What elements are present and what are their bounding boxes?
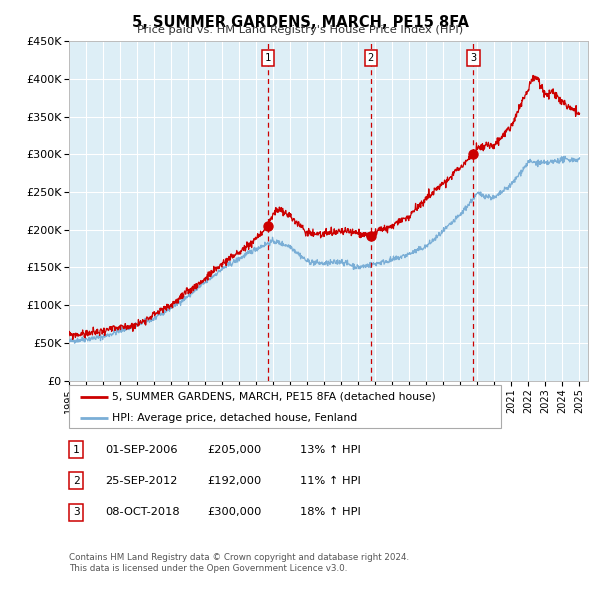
Text: 1: 1	[73, 445, 80, 454]
Text: 5, SUMMER GARDENS, MARCH, PE15 8FA (detached house): 5, SUMMER GARDENS, MARCH, PE15 8FA (deta…	[112, 392, 436, 402]
Text: 01-SEP-2006: 01-SEP-2006	[105, 445, 178, 454]
FancyBboxPatch shape	[69, 385, 501, 428]
Text: 13% ↑ HPI: 13% ↑ HPI	[300, 445, 361, 454]
Text: 08-OCT-2018: 08-OCT-2018	[105, 507, 179, 517]
Text: This data is licensed under the Open Government Licence v3.0.: This data is licensed under the Open Gov…	[69, 565, 347, 573]
Text: 3: 3	[470, 53, 476, 63]
Text: Contains HM Land Registry data © Crown copyright and database right 2024.: Contains HM Land Registry data © Crown c…	[69, 553, 409, 562]
Text: 2: 2	[368, 53, 374, 63]
Text: Price paid vs. HM Land Registry's House Price Index (HPI): Price paid vs. HM Land Registry's House …	[137, 25, 463, 35]
Text: £192,000: £192,000	[207, 476, 261, 486]
Text: 25-SEP-2012: 25-SEP-2012	[105, 476, 178, 486]
Text: 3: 3	[73, 507, 80, 517]
Text: 2: 2	[73, 476, 80, 486]
Text: £300,000: £300,000	[207, 507, 262, 517]
Text: HPI: Average price, detached house, Fenland: HPI: Average price, detached house, Fenl…	[112, 414, 358, 424]
Text: 18% ↑ HPI: 18% ↑ HPI	[300, 507, 361, 517]
Text: 11% ↑ HPI: 11% ↑ HPI	[300, 476, 361, 486]
Text: 1: 1	[265, 53, 271, 63]
Text: £205,000: £205,000	[207, 445, 261, 454]
Text: 5, SUMMER GARDENS, MARCH, PE15 8FA: 5, SUMMER GARDENS, MARCH, PE15 8FA	[131, 15, 469, 30]
